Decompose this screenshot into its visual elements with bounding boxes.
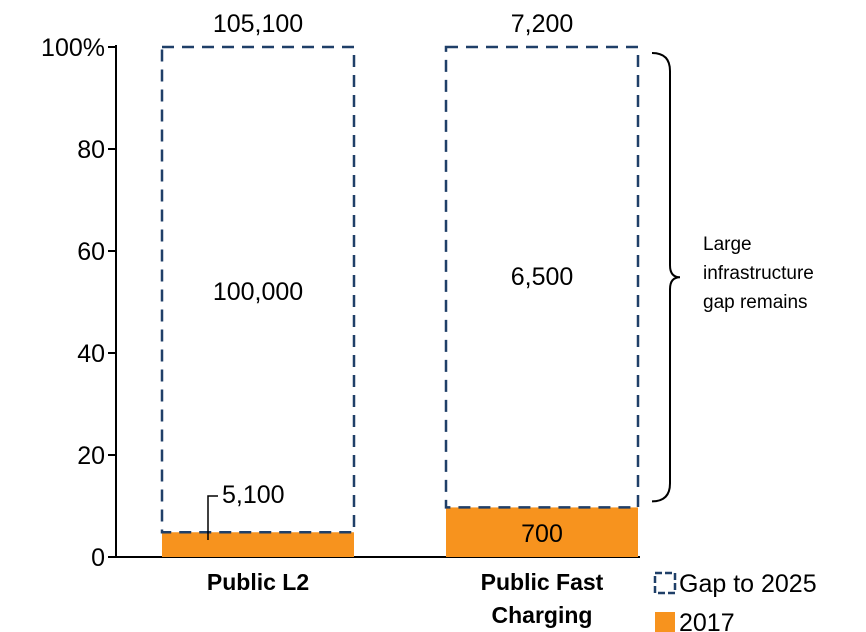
legend-swatch-gap-to-2025 <box>653 571 677 595</box>
legend-label: 2017 <box>679 609 735 632</box>
y-tick-label: 100% <box>41 34 105 62</box>
curly-brace <box>651 52 681 503</box>
base-value-label: 700 <box>521 520 563 548</box>
bar-segment-2017 <box>162 532 354 557</box>
y-tick-label: 80 <box>77 136 105 164</box>
gap-value-label: 6,500 <box>511 263 574 291</box>
annotation-text: gap remains <box>703 292 808 313</box>
legend-label: Gap to 2025 <box>679 570 817 598</box>
category-labels: Public L2 Public Fast Charging <box>207 569 604 628</box>
legend: Gap to 2025 2017 <box>653 570 817 632</box>
y-tick-label: 40 <box>77 340 105 368</box>
annotation: Large infrastructure gap remains <box>651 52 814 503</box>
annotation-text: infrastructure <box>703 263 814 284</box>
bars <box>160 45 640 557</box>
category-label: Charging <box>492 602 593 628</box>
total-label: 105,100 <box>213 10 303 38</box>
y-tick-label: 0 <box>91 544 105 572</box>
category-label: Public L2 <box>207 569 309 595</box>
annotation-text: Large <box>703 234 752 255</box>
leader-line <box>207 495 218 540</box>
category-label: Public Fast <box>481 569 604 595</box>
legend-swatch-2017 <box>655 612 675 632</box>
y-tick-label: 20 <box>77 442 105 470</box>
y-axis: 0 20 40 60 80 100% <box>41 34 640 572</box>
total-label: 7,200 <box>511 10 574 38</box>
bar-segment-gap-to-2025 <box>444 45 640 509</box>
bar-segment-gap-to-2025 <box>160 45 356 534</box>
y-tick-label: 60 <box>77 238 105 266</box>
base-value-label: 5,100 <box>222 481 285 509</box>
gap-value-label: 100,000 <box>213 278 303 306</box>
data-labels: 105,100 100,000 5,100 7,200 6,500 700 <box>207 10 574 548</box>
bar-segment-2017 <box>446 507 638 557</box>
